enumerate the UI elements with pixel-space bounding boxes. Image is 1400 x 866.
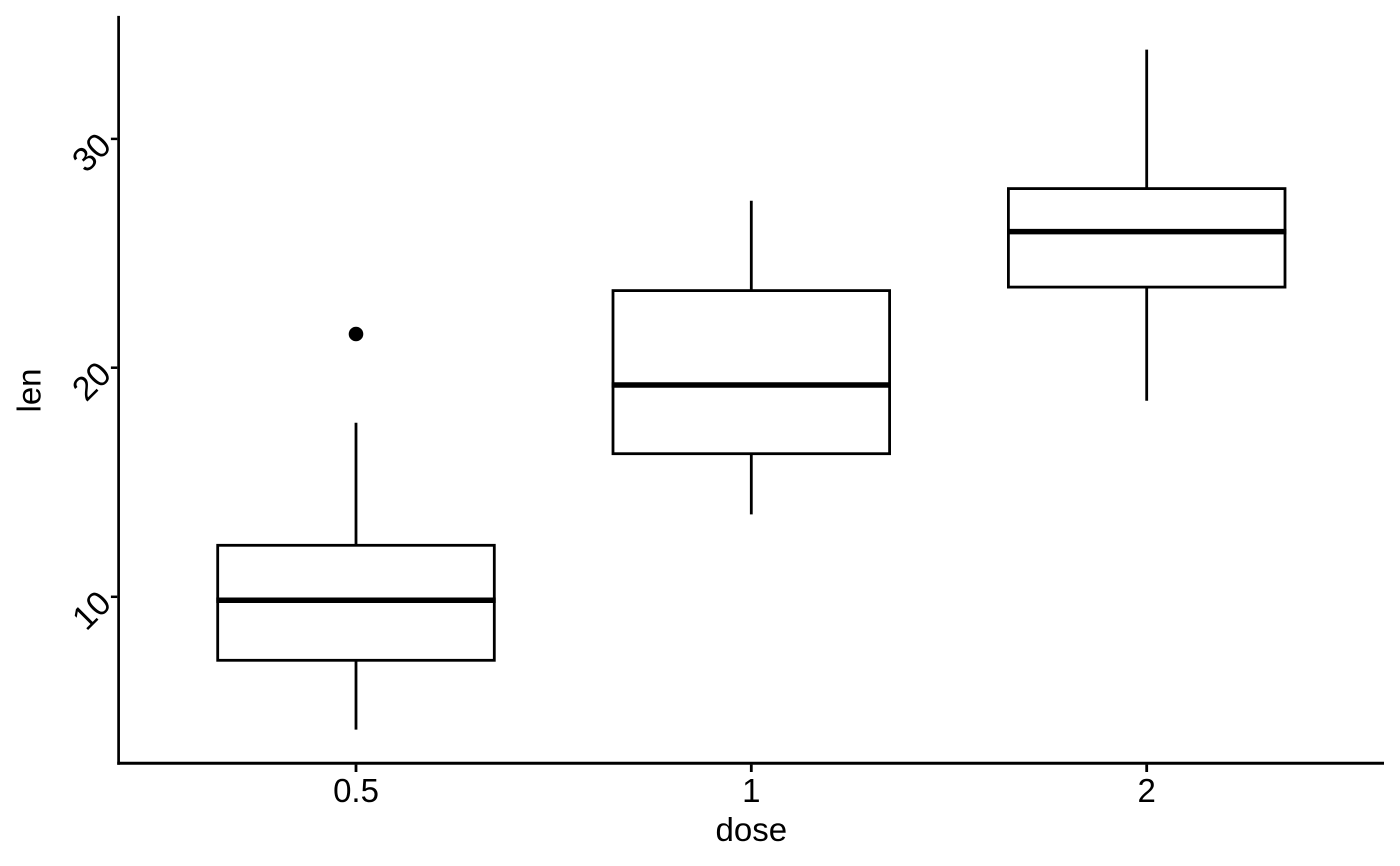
svg-text:0.5: 0.5: [333, 772, 379, 809]
svg-text:2: 2: [1138, 772, 1156, 809]
svg-text:dose: dose: [716, 811, 788, 848]
svg-text:len: len: [11, 368, 48, 412]
svg-text:1: 1: [742, 772, 760, 809]
